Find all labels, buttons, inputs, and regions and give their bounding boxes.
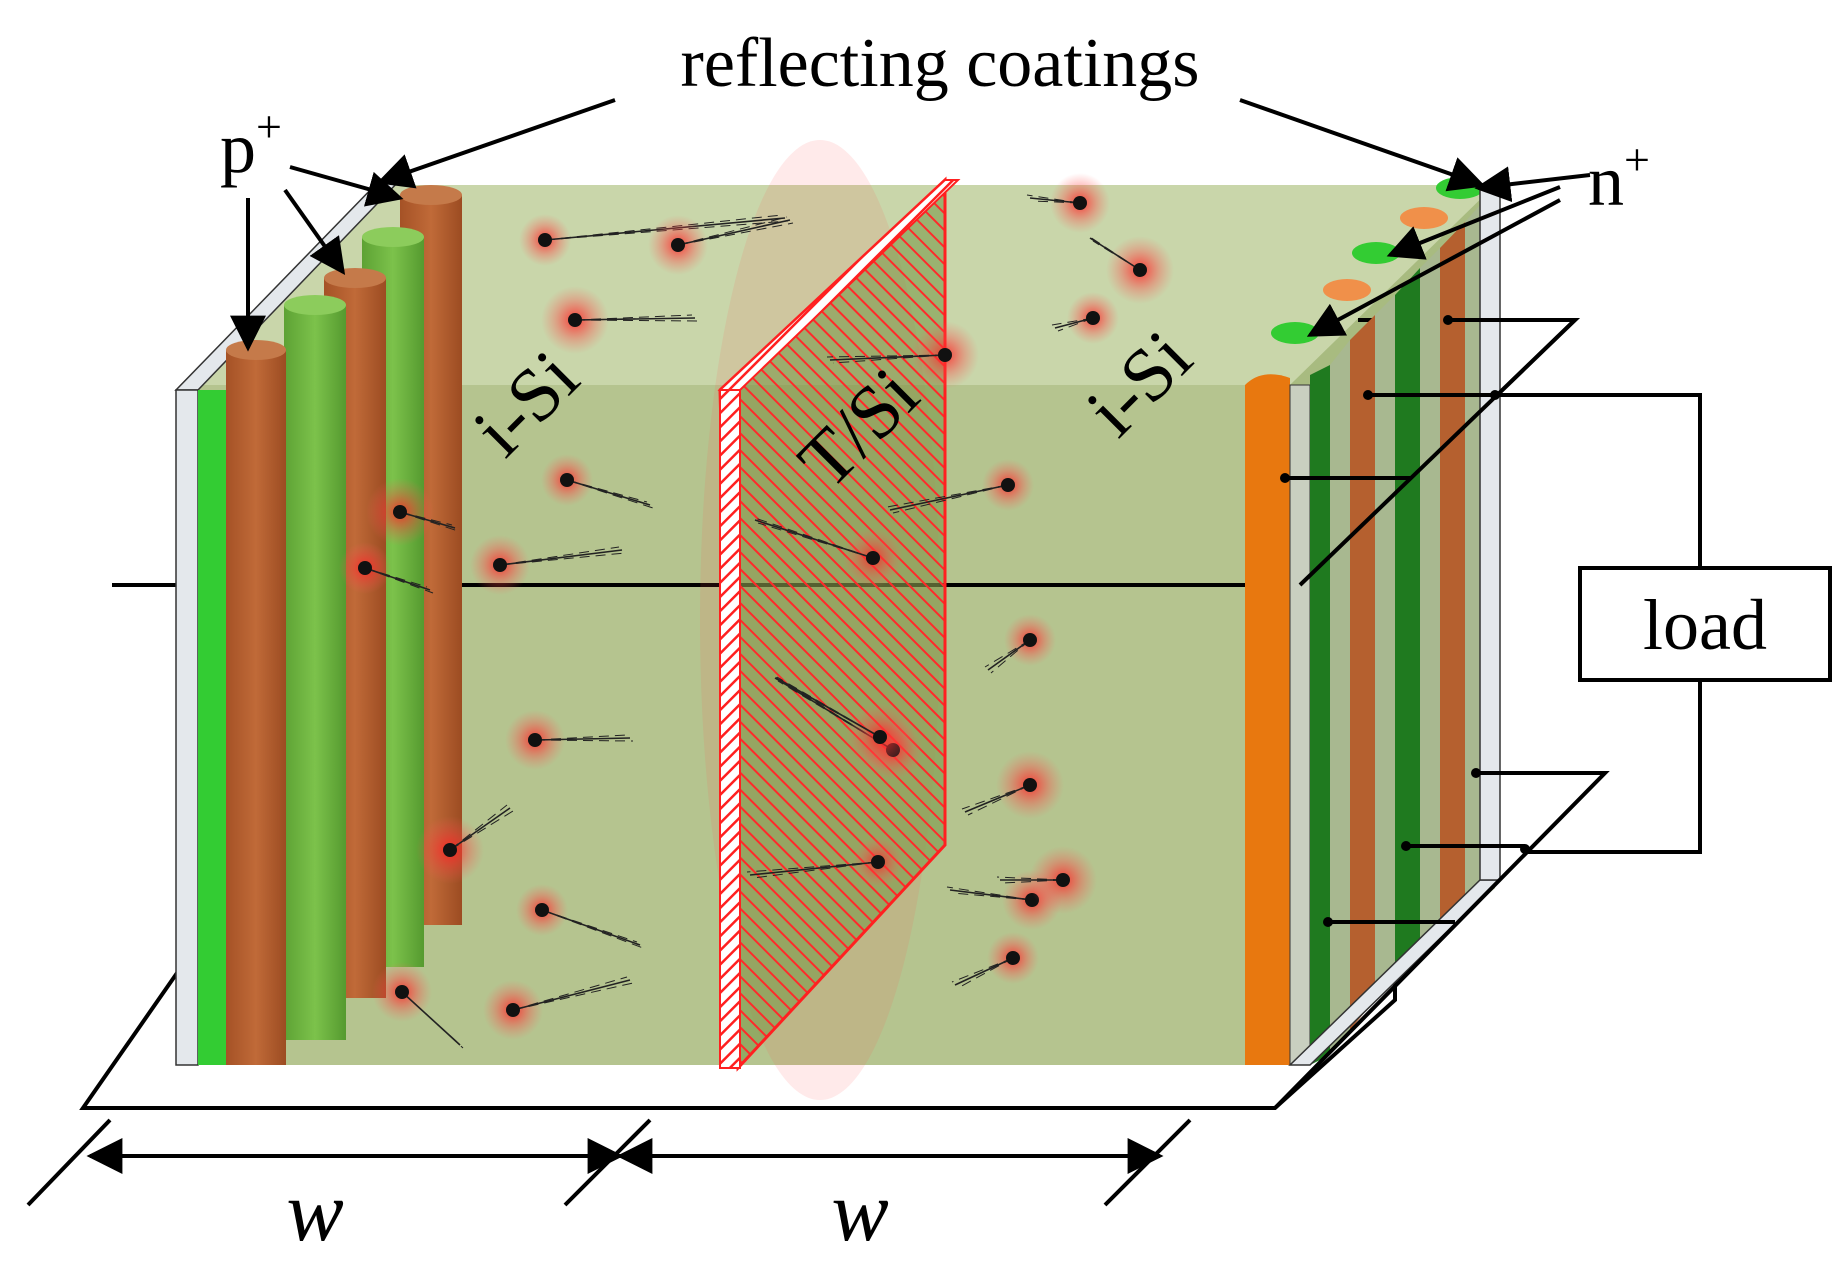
particle-trail (967, 784, 1031, 816)
particle-trail (957, 957, 1014, 989)
n-plus-label: n+ (1588, 134, 1650, 221)
left-green-strip (198, 390, 226, 1065)
particle-trail (757, 522, 874, 559)
particle-trail (499, 549, 623, 566)
particle-trail (364, 567, 434, 594)
particle-trail (534, 739, 634, 742)
particle-trail (946, 886, 1033, 901)
particle-trail (449, 810, 514, 851)
particle-trail (566, 479, 648, 503)
particle-trail (961, 784, 1031, 810)
particle (671, 238, 685, 252)
particle-trail (401, 991, 464, 1049)
annotation-arrows (230, 98, 1591, 352)
particle-trail (954, 957, 1014, 986)
particle (493, 558, 507, 572)
particle (1006, 951, 1020, 965)
particle (938, 348, 952, 362)
particle (535, 903, 549, 917)
particle (358, 561, 372, 575)
particle (1056, 873, 1070, 887)
particle (871, 855, 885, 869)
right-reflecting-coating (1288, 184, 1502, 1066)
particle-trail (677, 219, 791, 246)
particles (339, 173, 1174, 1049)
particle-trail (782, 682, 881, 738)
width-dimension (26, 1118, 1192, 1207)
particle-trail (752, 861, 879, 879)
particle (506, 1003, 520, 1017)
particle-trail (987, 639, 1031, 671)
particle-trail (889, 484, 1009, 511)
particle-trail (534, 737, 631, 741)
particle-trail (892, 484, 1009, 514)
particle-trail (449, 807, 511, 851)
particle-trail (949, 889, 1033, 901)
w-left-label: w (286, 1163, 343, 1259)
load-box (1578, 566, 1832, 682)
particle (395, 985, 409, 999)
particle-trail (951, 957, 1014, 983)
particle-trail (1032, 200, 1081, 204)
particle (873, 730, 887, 744)
particle (538, 233, 552, 247)
particle-trail (952, 892, 1033, 901)
reflecting-coatings-label: reflecting coatings (681, 25, 1200, 102)
particle-trail (990, 639, 1031, 674)
particle-trail (964, 784, 1031, 813)
particle-trail (1002, 879, 1064, 884)
p-plus-cylinders (226, 185, 462, 1065)
particle (1023, 778, 1037, 792)
particle-trail (512, 982, 634, 1011)
left-coating-face (175, 389, 199, 1066)
w-right-label: w (831, 1163, 888, 1259)
particle-trail (829, 354, 946, 361)
particle-trail (449, 804, 508, 851)
particle-trail (364, 567, 431, 591)
electrode-taps (1280, 315, 1530, 927)
particle (443, 843, 457, 857)
particle-trail (996, 876, 1064, 881)
particle (568, 313, 582, 327)
particle (560, 473, 574, 487)
particle (1001, 478, 1015, 492)
particle-trail (399, 511, 459, 532)
particle-trail (574, 319, 699, 322)
particle (393, 505, 407, 519)
particle-trail (499, 552, 626, 566)
particle (866, 551, 880, 565)
right-wiring (1273, 318, 1702, 1110)
particle (1023, 633, 1037, 647)
particle-trail (364, 567, 428, 588)
p-plus-label: p+ (220, 101, 282, 188)
particle (1133, 263, 1147, 277)
load-label: load (1643, 585, 1767, 665)
particle-trail (749, 861, 879, 876)
particle-trail (677, 222, 794, 246)
particle-trail (541, 909, 644, 949)
particle (528, 733, 542, 747)
particle (1073, 196, 1087, 210)
particle-trail (566, 479, 651, 506)
particle-trail (832, 354, 946, 364)
particle-trail (512, 979, 631, 1011)
particle-trail (1092, 240, 1141, 271)
particle (1086, 311, 1100, 325)
